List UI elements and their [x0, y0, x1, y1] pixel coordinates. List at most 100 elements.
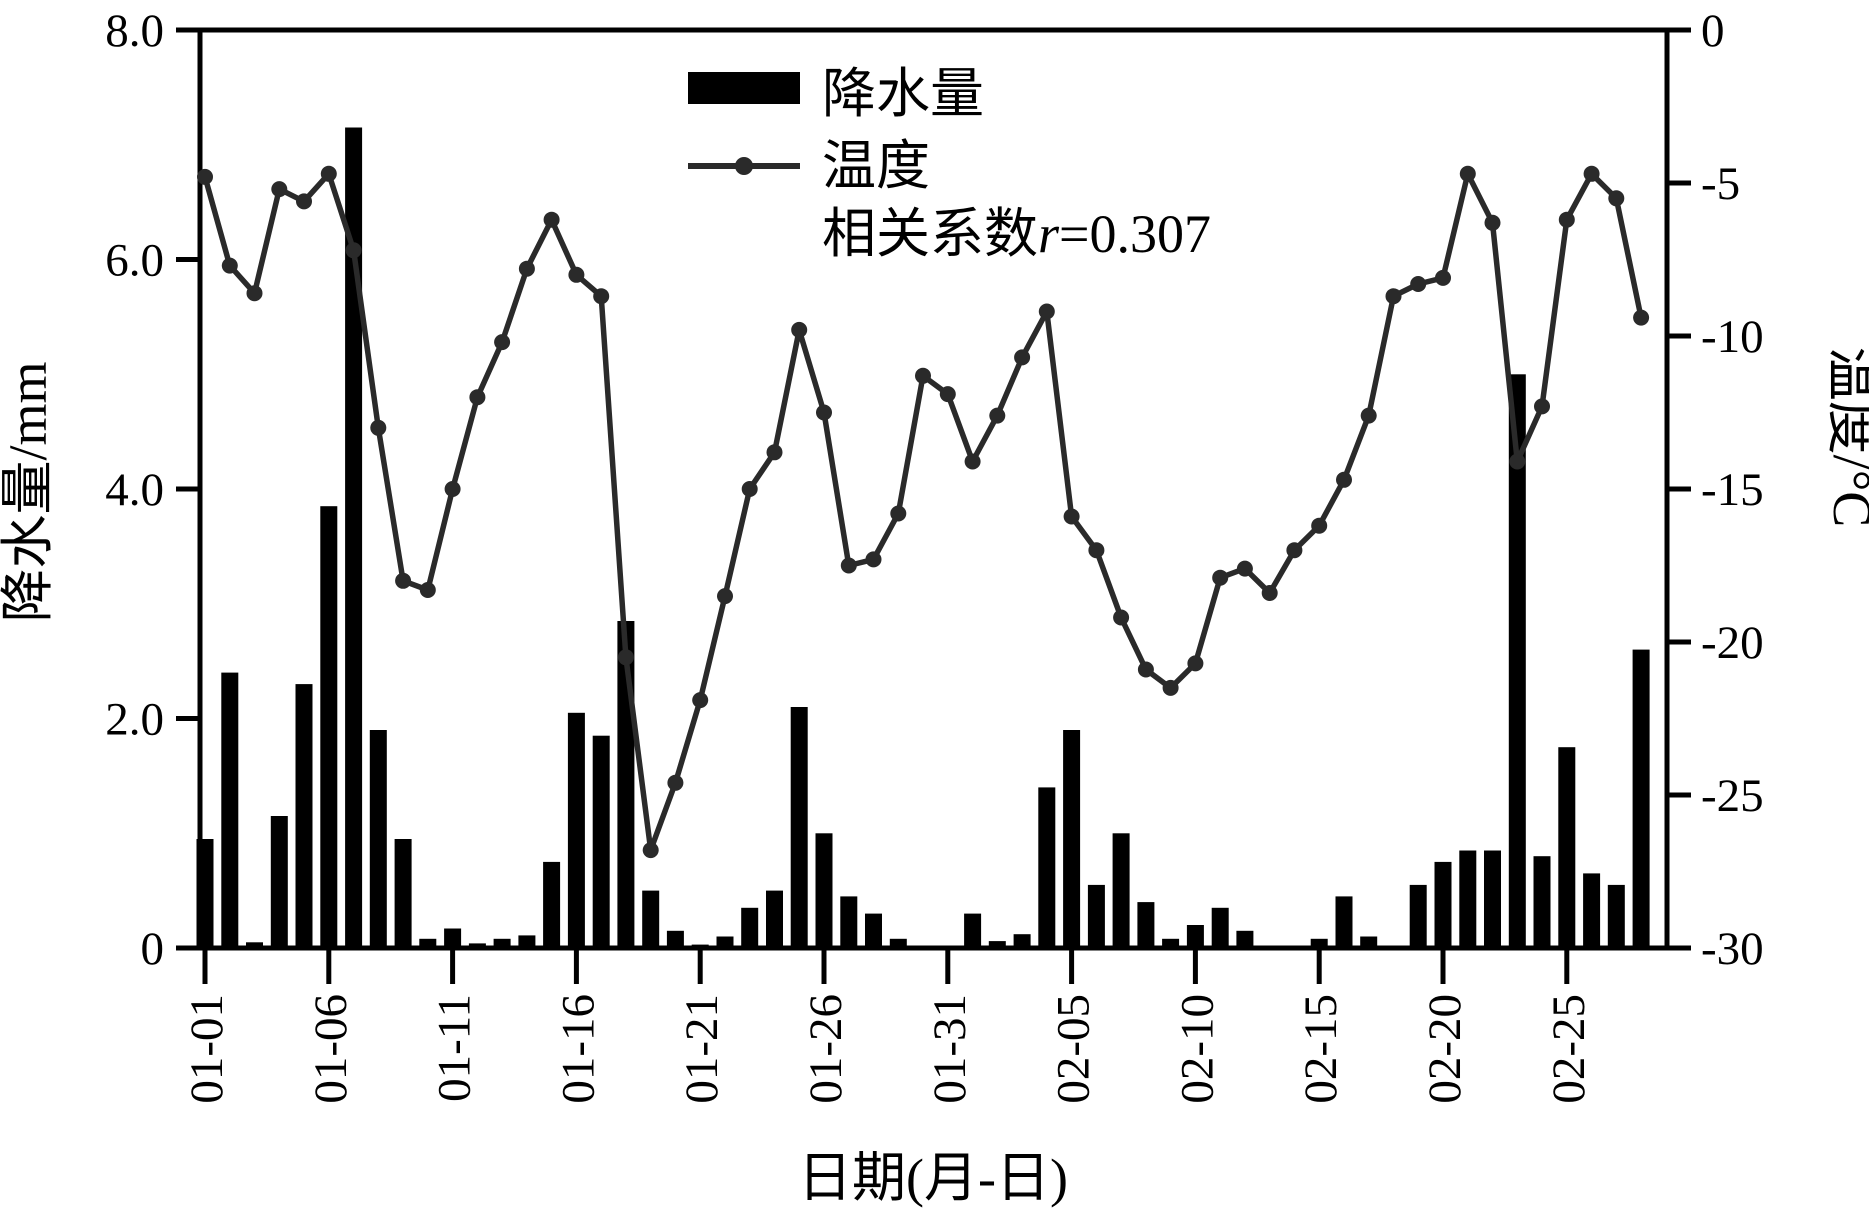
temperature-point-02-16	[1336, 471, 1352, 488]
bar-02-15	[1310, 938, 1328, 948]
left-axis-title: 降水量/mm	[0, 361, 58, 622]
bar-02-16	[1335, 896, 1353, 948]
temperature-point-01-28	[865, 551, 882, 568]
bar-01-25	[790, 707, 808, 948]
x-tick-label: 01-21	[676, 994, 728, 1104]
bar-02-05	[1063, 730, 1081, 948]
legend-line-marker	[735, 157, 753, 175]
temperature-point-02-02	[989, 407, 1006, 424]
temperature-point-01-02	[221, 257, 238, 274]
bar-01-19	[642, 890, 660, 948]
temperature-point-01-29	[890, 505, 907, 522]
bar-01-23	[741, 907, 759, 948]
x-tick-label: 01-01	[181, 994, 233, 1104]
bar-01-07	[345, 127, 363, 948]
bar-01-13	[493, 938, 511, 948]
bar-01-06	[320, 506, 338, 948]
bar-01-20	[666, 930, 684, 948]
bar-02-19	[1409, 884, 1427, 948]
bar-02-25	[1558, 747, 1576, 948]
bar-01-16	[567, 712, 585, 948]
legend-bar-label: 降水量	[822, 64, 984, 124]
temperature-point-02-12	[1236, 560, 1253, 577]
x-tick-label: 02-15	[1295, 994, 1347, 1104]
bar-01-29	[889, 938, 907, 948]
right-tick-label: -30	[1701, 923, 1764, 975]
temperature-point-01-27	[840, 557, 857, 574]
legend: 降水量 温度 相关系数r=0.307	[688, 64, 1211, 264]
bar-02-09	[1162, 938, 1180, 948]
temperature-point-01-31	[939, 386, 956, 403]
bar-02-04	[1038, 787, 1056, 948]
left-tick-label: 6.0	[105, 235, 164, 287]
bar-02-08	[1137, 902, 1155, 948]
temperature-point-02-13	[1261, 585, 1278, 601]
right-tick-label: 0	[1701, 5, 1725, 57]
temperature-point-02-11	[1212, 569, 1229, 586]
x-tick-label: 01-16	[552, 994, 604, 1104]
temperature-point-02-27	[1608, 190, 1625, 207]
temperature-point-01-06	[320, 165, 337, 182]
temperature-point-01-30	[915, 367, 931, 384]
temperature-point-02-08	[1137, 661, 1154, 678]
temperature-point-02-26	[1583, 165, 1600, 182]
bar-02-24	[1533, 856, 1551, 948]
temperature-point-01-11	[444, 481, 461, 497]
precipitation-bars	[196, 127, 1650, 949]
bar-02-23	[1508, 374, 1526, 949]
bar-02-22	[1484, 850, 1501, 948]
temperature-point-02-06	[1088, 542, 1105, 559]
temperature-point-02-04	[1038, 303, 1055, 320]
bar-01-14	[518, 935, 536, 948]
bar-02-26	[1583, 873, 1601, 948]
temperature-point-01-22	[717, 588, 733, 605]
right-axis-title: 温度/°C	[1822, 347, 1869, 528]
legend-line-label: 温度	[822, 136, 930, 196]
bar-01-24	[766, 890, 783, 948]
plot-border	[197, 27, 1670, 951]
bar-01-02	[221, 672, 239, 948]
x-tick-label: 02-25	[1543, 994, 1595, 1104]
temperature-point-02-01	[964, 453, 981, 470]
bar-02-12	[1236, 930, 1254, 948]
temperature-point-02-09	[1162, 679, 1179, 696]
bar-02-10	[1186, 925, 1204, 948]
temperature-point-02-20	[1435, 269, 1451, 286]
bar-01-11	[444, 928, 462, 948]
temperature-line	[197, 165, 1650, 859]
temperature-point-02-22	[1484, 214, 1501, 231]
temperature-point-01-15	[543, 211, 560, 228]
bar-01-15	[543, 861, 561, 948]
temperature-point-02-28	[1633, 309, 1650, 326]
temperature-point-01-08	[370, 419, 387, 436]
right-tick-label: -20	[1701, 617, 1764, 669]
x-tick-label: 02-10	[1171, 994, 1223, 1104]
bar-01-26	[815, 833, 833, 949]
temperature-point-01-17	[593, 288, 610, 305]
temperature-point-02-24	[1534, 398, 1550, 415]
bar-02-20	[1434, 861, 1452, 948]
left-tick-label: 0	[141, 923, 165, 975]
right-tick-label: -25	[1701, 770, 1764, 822]
bar-01-05	[295, 684, 313, 948]
bar-01-17	[592, 735, 610, 948]
bar-02-28	[1632, 649, 1650, 948]
bar-02-02	[988, 941, 1006, 948]
bar-02-27	[1607, 884, 1625, 948]
right-tick-label: -5	[1701, 158, 1740, 210]
bar-01-09	[394, 839, 412, 948]
temperature-point-02-21	[1459, 165, 1476, 182]
bar-01-10	[419, 938, 437, 948]
temperature-point-02-10	[1187, 655, 1204, 672]
temperature-point-01-01	[197, 168, 213, 185]
temperature-point-01-18	[617, 649, 634, 666]
x-tick-label: 01-11	[429, 994, 481, 1102]
x-axis-title: 日期(月-日)	[798, 1148, 1068, 1208]
left-tick-label: 8.0	[105, 5, 164, 57]
temperature-point-01-04	[271, 181, 288, 198]
temperature-point-01-19	[642, 842, 659, 859]
bar-01-22	[716, 936, 734, 948]
left-tick-label: 4.0	[105, 464, 164, 516]
temperature-point-02-18	[1385, 288, 1402, 305]
